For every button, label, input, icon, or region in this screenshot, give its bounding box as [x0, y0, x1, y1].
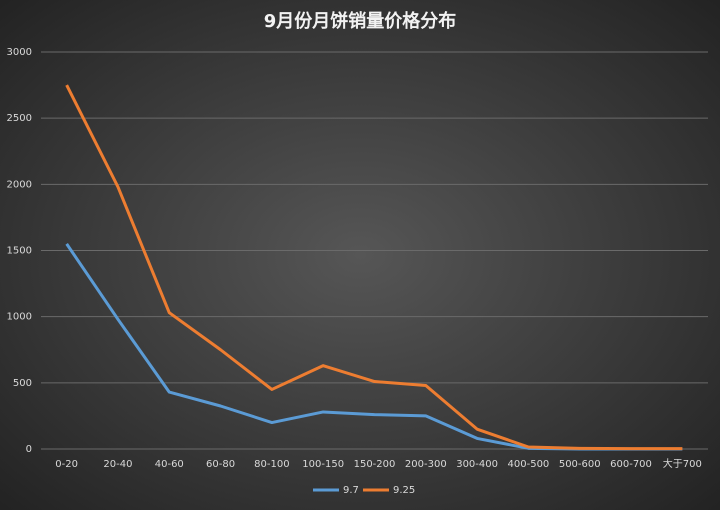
x-tick-label: 大于700: [663, 457, 702, 470]
y-tick-label: 2000: [7, 179, 32, 190]
x-tick-label: 500-600: [559, 459, 601, 470]
x-tick-label: 100-150: [302, 459, 344, 470]
chart-title: 9月份月饼销量价格分布: [264, 10, 457, 32]
y-tick-label: 1000: [7, 312, 32, 323]
x-tick-label: 60-80: [206, 459, 235, 470]
y-tick-label: 3000: [7, 47, 32, 58]
x-tick-label: 200-300: [405, 459, 447, 470]
x-tick-label: 300-400: [456, 459, 498, 470]
x-tick-label: 0-20: [55, 459, 78, 470]
x-tick-label: 20-40: [103, 459, 132, 470]
y-tick-label: 1500: [7, 246, 32, 257]
y-tick-label: 2500: [7, 113, 32, 124]
series-line: [65, 84, 683, 451]
legend-label: 9.7: [343, 485, 359, 496]
x-tick-label: 600-700: [610, 459, 652, 470]
x-tick-label: 40-60: [155, 459, 184, 470]
y-tick-label: 500: [13, 378, 32, 389]
x-tick-label: 80-100: [254, 459, 289, 470]
legend-label: 9.25: [393, 485, 415, 496]
x-tick-label: 400-500: [508, 459, 550, 470]
y-tick-label: 0: [26, 444, 32, 455]
x-tick-label: 150-200: [354, 459, 396, 470]
